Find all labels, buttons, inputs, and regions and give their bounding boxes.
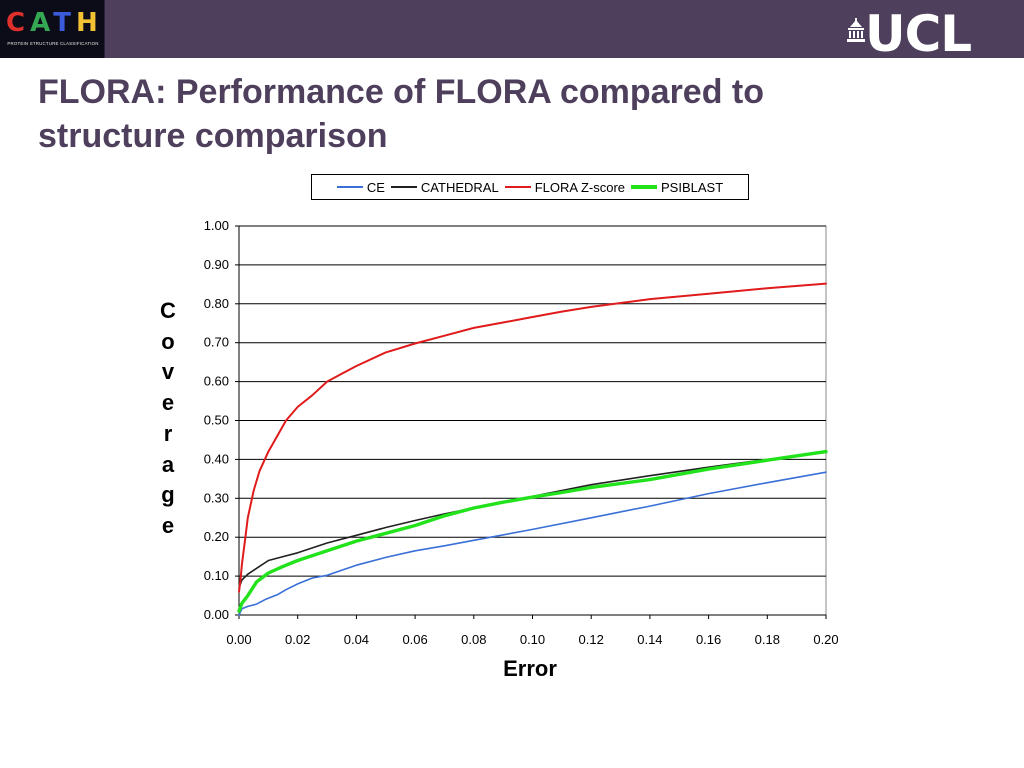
x-tick-label: 0.08: [461, 632, 486, 647]
cath-letter-c: C: [6, 8, 31, 38]
coverage-error-chart: 0.00 0.10 0.20 0.30 0.40 0.50 0.60 0.70 0.80 0.90…: [204, 218, 839, 647]
y-axis-label-letter: g: [161, 482, 175, 508]
cath-letter-a: A: [30, 8, 54, 38]
ucl-logo: UCL: [843, 6, 1003, 62]
series-line-ce: [238, 471, 827, 616]
legend-item: CE: [336, 179, 385, 195]
legend-item: CATHEDRAL: [390, 179, 499, 195]
legend-swatch: [390, 186, 417, 188]
legend-item: PSIBLAST: [631, 180, 723, 195]
x-tick-label: 0.06: [402, 632, 427, 647]
y-tick-label: 0.60: [204, 374, 229, 389]
y-axis-label-letter: e: [161, 390, 175, 416]
legend-label: CE: [366, 179, 385, 195]
y-tick-label: 0.20: [204, 529, 229, 544]
x-tick-label: 0.00: [226, 632, 251, 647]
ucl-logo-text: UCL: [865, 5, 972, 63]
x-tick-label: 0.12: [579, 632, 604, 647]
series-line-flora-z-score: [238, 282, 827, 593]
x-tick-label: 0.20: [813, 632, 838, 647]
y-tick-label: 0.50: [204, 413, 229, 428]
y-axis-label-letter: a: [161, 451, 175, 477]
legend-swatch: [631, 185, 657, 189]
legend-item: FLORA Z-score: [504, 179, 625, 195]
y-tick-label: 0.30: [204, 490, 229, 505]
cath-logo: CATH PROTEIN STRUCTURE CLASSIFICATION: [0, 0, 105, 58]
y-tick-label: 1.00: [204, 218, 229, 233]
x-tick-label: 0.18: [755, 632, 780, 647]
chart-legend: CE CATHEDRAL FLORA Z-score PSIBLAST: [311, 174, 749, 200]
y-tick-label: 0.70: [204, 335, 229, 350]
x-axis-label: Error: [503, 656, 557, 681]
cath-logo-letters: CATH: [6, 8, 103, 38]
y-axis-label-letter: C: [160, 298, 176, 323]
legend-label: FLORA Z-score: [534, 179, 625, 195]
slide-title: FLORA: Performance of FLORA compared to …: [38, 73, 765, 155]
x-tick-label: 0.02: [285, 632, 310, 647]
legend-label: CATHEDRAL: [420, 179, 499, 195]
x-tick-label: 0.04: [344, 632, 369, 647]
legend-swatch: [504, 186, 531, 188]
y-tick-label: 0.40: [204, 451, 229, 466]
x-tick-label: 0.14: [637, 632, 662, 647]
cath-letter-h: H: [75, 8, 103, 38]
y-axis-label-letter: r: [163, 420, 173, 446]
series-line-psiblast: [237, 449, 828, 613]
x-tick-label: 0.10: [520, 632, 545, 647]
y-axis-label-letter: o: [161, 328, 175, 354]
series-line-cathedral: [238, 451, 827, 589]
cath-letter-t: T: [53, 8, 76, 38]
portico-icon: [847, 18, 865, 42]
y-tick-label: 0.90: [204, 257, 229, 272]
y-tick-label: 0.00: [204, 607, 229, 622]
y-axis-label-letter: e: [161, 512, 175, 538]
y-tick-label: 0.80: [204, 296, 229, 311]
legend-swatch: [336, 186, 363, 188]
y-axis-label-letter: v: [161, 359, 175, 385]
cath-logo-subtitle: PROTEIN STRUCTURE CLASSIFICATION: [7, 41, 99, 46]
y-tick-label: 0.10: [204, 568, 229, 583]
x-tick-label: 0.16: [696, 632, 721, 647]
legend-label: PSIBLAST: [661, 179, 724, 195]
